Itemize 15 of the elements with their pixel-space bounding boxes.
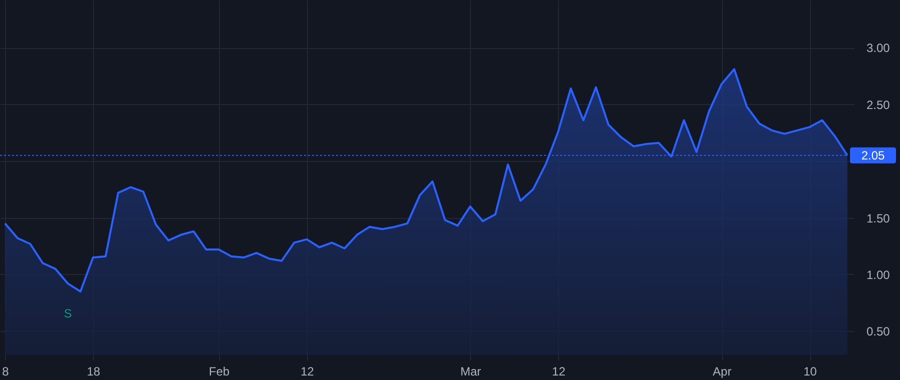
y-tick-label: 3.00 bbox=[866, 41, 890, 56]
x-tick-label: Feb bbox=[208, 364, 230, 378]
x-tick-label: 12 bbox=[552, 364, 566, 378]
x-tick-label: 8 bbox=[2, 364, 10, 378]
x-tick-label: 10 bbox=[803, 364, 818, 378]
x-tick-label: Mar bbox=[460, 364, 482, 378]
ref-line-label: 2.05 bbox=[861, 148, 885, 162]
y-tick-label: 1.50 bbox=[866, 211, 890, 226]
x-tick-label: 12 bbox=[300, 364, 314, 378]
y-tick-label: 0.50 bbox=[866, 324, 890, 339]
annotation: S bbox=[64, 306, 72, 321]
x-tick-label: Apr bbox=[712, 364, 732, 378]
y-tick-label: 1.00 bbox=[866, 268, 890, 282]
y-tick-label: 2.50 bbox=[866, 98, 890, 112]
x-tick-label: 18 bbox=[86, 364, 101, 378]
